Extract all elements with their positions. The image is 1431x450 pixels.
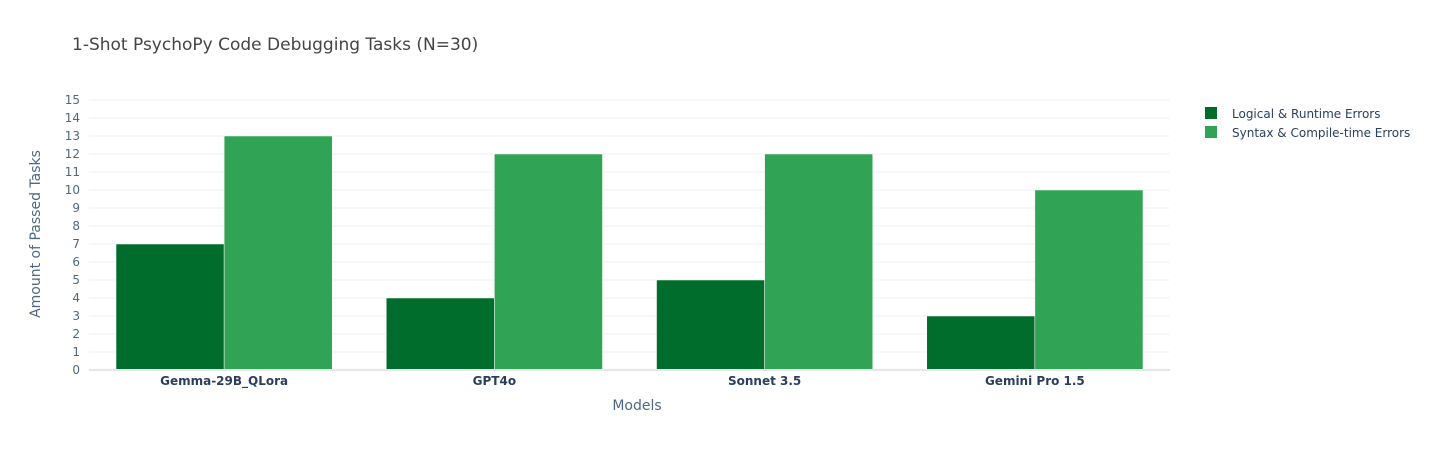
bar-syntax-compile[interactable] bbox=[494, 153, 603, 371]
x-category-label: Sonnet 3.5 bbox=[728, 374, 801, 388]
legend-item[interactable]: Logical & Runtime Errors bbox=[1205, 107, 1380, 121]
chart-title: 1-Shot PsychoPy Code Debugging Tasks (N=… bbox=[72, 35, 478, 55]
y-tick-label: 5 bbox=[72, 273, 80, 287]
legend-label: Syntax & Compile-time Errors bbox=[1232, 126, 1410, 140]
x-category-labels: Gemma-29B_QLora GPT4o Sonnet 3.5 Gemini Pro… bbox=[160, 374, 1085, 389]
bar-syntax-compile[interactable] bbox=[764, 153, 873, 371]
y-tick-label: 12 bbox=[65, 147, 80, 161]
x-category-label: Gemini Pro 1.5 bbox=[985, 374, 1085, 388]
legend[interactable]: Logical & Runtime Errors Syntax & Compile… bbox=[1205, 107, 1410, 140]
y-tick-label: 8 bbox=[72, 219, 80, 233]
y-tick-label: 6 bbox=[72, 255, 80, 269]
x-category-label: GPT4o bbox=[473, 374, 516, 388]
bar-syntax-compile[interactable] bbox=[1034, 189, 1144, 371]
y-tick-label: 15 bbox=[65, 93, 80, 107]
legend-swatch bbox=[1205, 107, 1217, 119]
y-tick-label: 0 bbox=[72, 363, 80, 377]
y-tick-label: 13 bbox=[65, 129, 80, 143]
y-tick-label: 9 bbox=[72, 201, 80, 215]
legend-swatch bbox=[1205, 126, 1217, 138]
y-axis-title: Amount of Passed Tasks bbox=[28, 150, 44, 318]
y-tick-label: 4 bbox=[72, 291, 80, 305]
y-tick-label: 7 bbox=[72, 237, 80, 251]
legend-item[interactable]: Syntax & Compile-time Errors bbox=[1205, 126, 1410, 140]
y-tick-label: 1 bbox=[72, 345, 80, 359]
y-tick-label: 11 bbox=[65, 165, 80, 179]
y-tick-label: 3 bbox=[72, 309, 80, 323]
bars bbox=[115, 135, 1144, 371]
bar-syntax-compile[interactable] bbox=[223, 135, 333, 371]
bar-logical-runtime[interactable] bbox=[926, 315, 1036, 371]
y-tick-label: 14 bbox=[65, 111, 80, 125]
y-tick-label: 10 bbox=[65, 183, 80, 197]
bar-logical-runtime[interactable] bbox=[656, 279, 765, 371]
y-tick-label: 2 bbox=[72, 327, 80, 341]
x-category-label: Gemma-29B_QLora bbox=[160, 374, 288, 389]
legend-label: Logical & Runtime Errors bbox=[1232, 107, 1380, 121]
x-axis-title: Models bbox=[612, 398, 661, 414]
bar-logical-runtime[interactable] bbox=[386, 297, 495, 371]
bar-logical-runtime[interactable] bbox=[115, 243, 225, 371]
